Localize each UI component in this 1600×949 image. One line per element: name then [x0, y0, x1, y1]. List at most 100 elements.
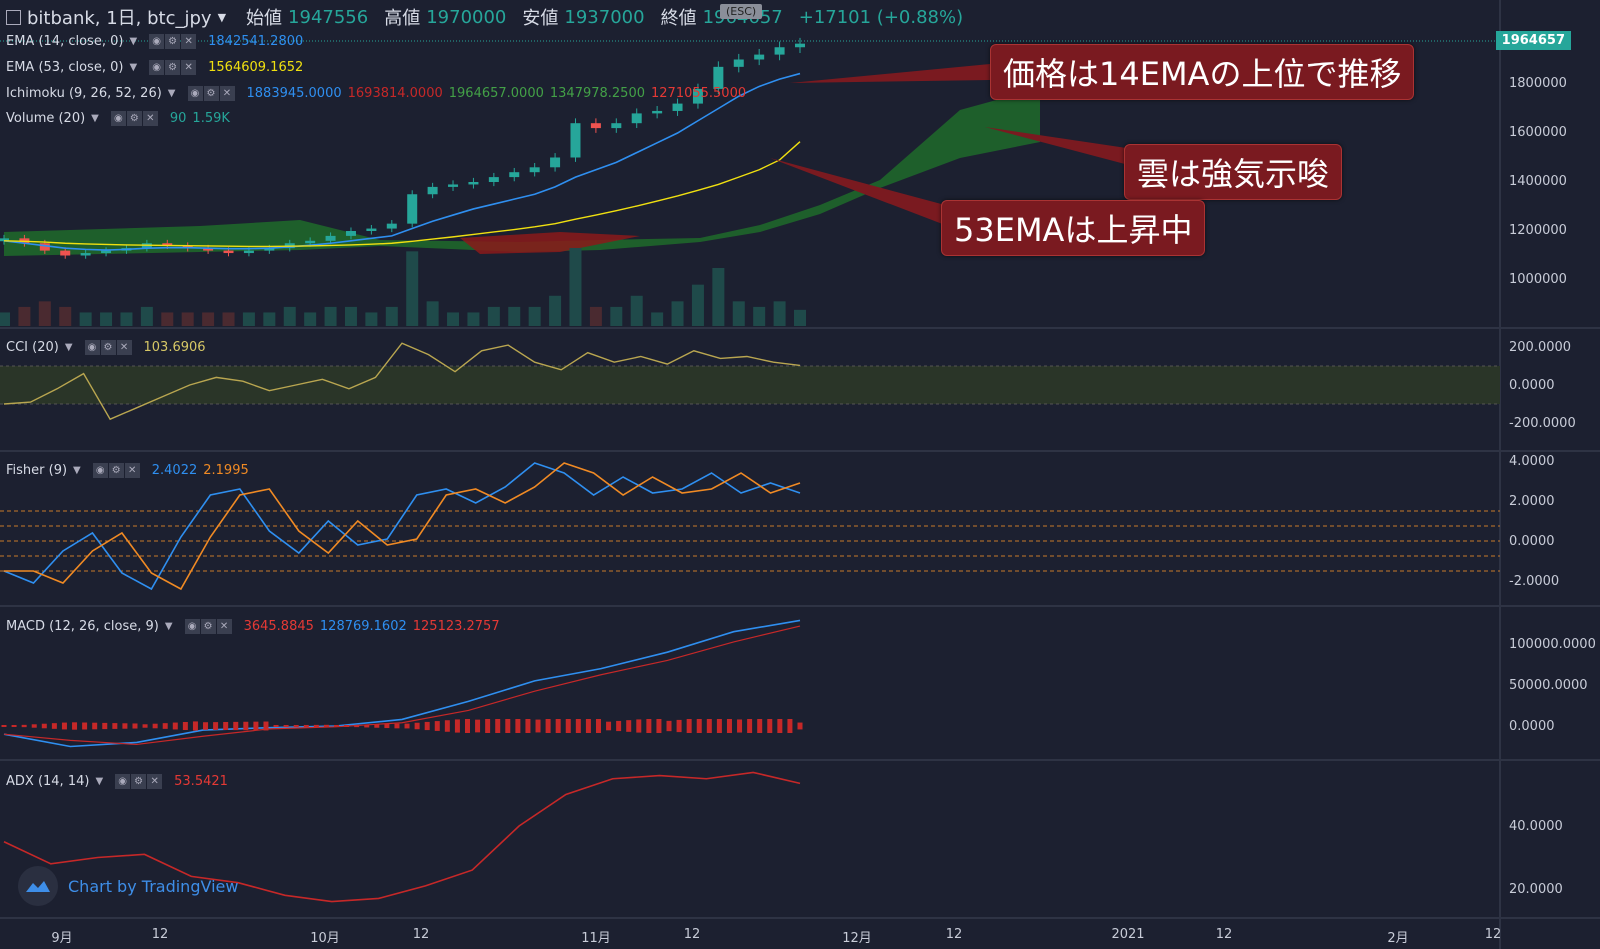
ema14-line	[3, 72, 801, 251]
legend-adx[interactable]: ADX (14, 14) ▼ ◉ ⚙ ✕ 53.5421	[6, 774, 228, 789]
price-tick: 1600000	[1509, 125, 1567, 140]
macd-hist-bar	[303, 724, 309, 728]
chevron-down-icon[interactable]: ▼	[95, 776, 104, 787]
macd-hist-bar	[424, 721, 430, 731]
close-icon[interactable]: ✕	[181, 34, 197, 49]
legend-cci[interactable]: CCI (20) ▼ ◉ ⚙ ✕ 103.6906	[6, 340, 206, 355]
open-value: 1947556	[288, 6, 369, 28]
chevron-down-icon[interactable]: ▼	[73, 465, 81, 476]
gear-icon[interactable]: ⚙	[165, 34, 181, 49]
chevron-down-icon[interactable]: ▼	[164, 621, 173, 632]
cci-line	[3, 342, 801, 421]
eye-icon[interactable]: ◉	[184, 619, 200, 634]
gear-icon[interactable]: ⚙	[126, 111, 142, 126]
gear-icon[interactable]: ⚙	[165, 60, 181, 75]
close-icon[interactable]: ✕	[181, 60, 197, 75]
volume-bar	[18, 306, 31, 326]
eye-icon[interactable]: ◉	[115, 774, 131, 789]
fisher-v1: 2.4022	[151, 463, 198, 478]
eye-icon[interactable]: ◉	[110, 111, 126, 126]
volume-bar	[242, 312, 255, 326]
fisher-trigger-line	[4, 462, 801, 591]
gear-icon[interactable]: ⚙	[108, 463, 124, 478]
symbol-name[interactable]: bitbank, 1日, btc_jpy	[27, 8, 212, 29]
gear-icon[interactable]: ⚙	[200, 619, 216, 634]
high-label: 高値	[384, 8, 421, 29]
candle-body	[345, 231, 356, 236]
gear-icon[interactable]: ⚙	[100, 340, 116, 355]
ema53-label: EMA (53, close, 0)	[6, 60, 124, 75]
volume-bar	[589, 306, 602, 326]
macd-hist-bar	[696, 719, 702, 733]
brand-text: Chart by TradingView	[68, 876, 239, 896]
volume-bar	[120, 312, 133, 326]
volume-bar	[487, 306, 500, 326]
legend-ema14[interactable]: EMA (14, close, 0) ▼ ◉ ⚙ ✕ 1842541.2800	[6, 34, 303, 49]
chevron-down-icon[interactable]: ▼	[64, 342, 73, 353]
fisher-tick: 0.0000	[1509, 534, 1555, 549]
gear-icon[interactable]: ⚙	[131, 774, 147, 789]
macd-hist-bar	[31, 724, 37, 728]
close-icon[interactable]: ✕	[142, 111, 158, 126]
eye-icon[interactable]: ◉	[149, 34, 165, 49]
x-tick: 9月	[51, 931, 73, 946]
macd-hist-bar	[293, 725, 299, 727]
volume-bar	[324, 306, 337, 326]
close-icon[interactable]: ✕	[116, 340, 132, 355]
x-tick: 12	[1484, 927, 1502, 942]
macd-signal-line	[3, 625, 801, 746]
chevron-down-icon[interactable]: ▼	[129, 36, 138, 47]
eye-icon[interactable]: ◉	[149, 60, 165, 75]
gear-icon[interactable]: ⚙	[203, 86, 219, 101]
price-tick: 1000000	[1509, 272, 1567, 287]
macd-hist-bar	[152, 723, 158, 729]
candle-body	[713, 66, 724, 89]
cci-band	[0, 366, 1500, 404]
legend-ichimoku[interactable]: Ichimoku (9, 26, 52, 26) ▼ ◉ ⚙ ✕ 1883945.00…	[6, 86, 746, 101]
macd-hist-bar	[344, 725, 350, 727]
chevron-down-icon[interactable]: ▼	[91, 113, 99, 124]
macd-hist-bar	[656, 719, 662, 733]
menu-icon[interactable]	[6, 9, 21, 25]
volume-bar	[406, 251, 419, 326]
ichimoku-label: Ichimoku (9, 26, 52, 26)	[6, 86, 162, 101]
close-icon[interactable]: ✕	[124, 463, 140, 478]
eye-icon[interactable]: ◉	[187, 86, 203, 101]
macd-hist-bar	[676, 719, 682, 733]
close-icon[interactable]: ✕	[219, 86, 235, 101]
macd-hist-bar	[686, 719, 692, 733]
chevron-down-icon[interactable]: ▼	[167, 88, 176, 99]
legend-fisher[interactable]: Fisher (9) ▼ ◉ ⚙ ✕ 2.4022 2.1995	[6, 463, 249, 478]
candle-body	[162, 243, 173, 246]
candle-body	[590, 123, 601, 129]
annotation-53ema: 53EMAは上昇中	[941, 200, 1206, 256]
close-label: 終値	[660, 8, 697, 29]
close-icon[interactable]: ✕	[216, 619, 232, 634]
ema53-value: 1564609.1652	[208, 60, 304, 75]
macd-v2: 128769.1602	[319, 619, 407, 634]
chevron-down-icon[interactable]: ▼	[217, 10, 227, 24]
tradingview-brand[interactable]: Chart by TradingView	[18, 866, 238, 906]
macd-hist-bar	[142, 724, 148, 728]
cci-tick: -200.0000	[1509, 416, 1576, 431]
cci-tick: 0.0000	[1509, 378, 1555, 393]
eye-icon[interactable]: ◉	[84, 340, 100, 355]
fisher-v2: 2.1995	[203, 463, 249, 478]
legend-volume[interactable]: Volume (20) ▼ ◉ ⚙ ✕ 90 1.59K	[6, 111, 230, 126]
esc-hint[interactable]: (ESC)	[720, 4, 763, 19]
volume-bar	[447, 312, 460, 326]
macd-hist-bar	[374, 724, 380, 728]
candle-body	[774, 47, 785, 55]
fisher-guides	[0, 510, 1500, 572]
fisher-tick: 2.0000	[1509, 494, 1555, 509]
macd-hist-bar	[636, 719, 642, 733]
macd-hist-bar	[283, 725, 289, 727]
macd-hist-bar	[747, 719, 753, 733]
chevron-down-icon[interactable]: ▼	[129, 62, 138, 73]
macd-hist-bar	[102, 722, 108, 730]
volume-bar	[528, 306, 541, 326]
eye-icon[interactable]: ◉	[92, 463, 108, 478]
close-icon[interactable]: ✕	[147, 774, 163, 789]
legend-macd[interactable]: MACD (12, 26, close, 9) ▼ ◉ ⚙ ✕ 3645.8845 1…	[6, 619, 500, 634]
legend-ema53[interactable]: EMA (53, close, 0) ▼ ◉ ⚙ ✕ 1564609.1652	[6, 60, 303, 75]
